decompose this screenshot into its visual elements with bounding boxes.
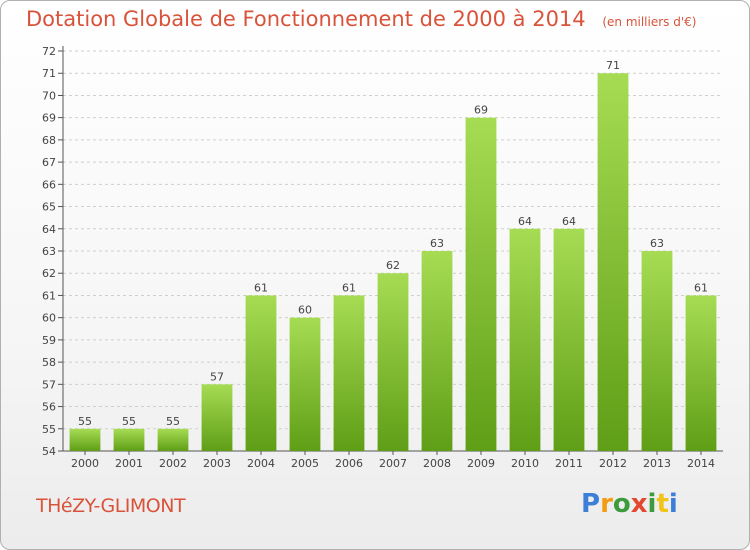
y-tick-label: 70 xyxy=(42,89,56,102)
bar xyxy=(553,228,585,451)
bar xyxy=(685,295,717,451)
bar-value-label: 61 xyxy=(694,281,708,294)
bar-value-label: 61 xyxy=(342,281,356,294)
x-tick-label: 2001 xyxy=(115,457,143,470)
x-tick-label: 2007 xyxy=(379,457,407,470)
chart-subtitle: (en milliers d'€) xyxy=(602,15,697,29)
x-tick-label: 2003 xyxy=(203,457,231,470)
y-tick-label: 63 xyxy=(42,245,56,258)
bar xyxy=(201,384,233,451)
bar-value-label: 64 xyxy=(518,215,532,228)
bar-value-label: 71 xyxy=(606,59,620,72)
y-tick-label: 72 xyxy=(42,45,56,58)
y-tick-label: 66 xyxy=(42,178,56,191)
y-tick-label: 59 xyxy=(42,334,56,347)
bar-value-label: 64 xyxy=(562,215,576,228)
x-tick-label: 2005 xyxy=(291,457,319,470)
bar-value-label: 55 xyxy=(78,415,92,428)
y-tick-label: 64 xyxy=(42,223,56,236)
logo-letter: o xyxy=(612,489,631,519)
x-tick-label: 2011 xyxy=(555,457,583,470)
x-tick-label: 2013 xyxy=(643,457,671,470)
bar xyxy=(641,251,673,451)
bar-value-label: 69 xyxy=(474,104,488,117)
chart-title-text: Dotation Globale de Fonctionnement de 20… xyxy=(26,7,586,31)
y-tick-label: 61 xyxy=(42,289,56,302)
bar-value-label: 55 xyxy=(166,415,180,428)
bar xyxy=(377,273,409,451)
bar xyxy=(69,428,101,451)
bar-value-label: 63 xyxy=(430,237,444,250)
x-tick-label: 2006 xyxy=(335,457,363,470)
bar xyxy=(333,295,365,451)
bar-value-label: 61 xyxy=(254,281,268,294)
logo-letter: r xyxy=(600,489,613,519)
y-tick-label: 69 xyxy=(42,112,56,125)
logo-letter: i xyxy=(668,489,678,519)
bar xyxy=(421,251,453,451)
x-tick-label: 2008 xyxy=(423,457,451,470)
y-tick-label: 71 xyxy=(42,67,56,80)
proxiti-logo: Proxiti xyxy=(581,489,678,519)
x-tick-label: 2014 xyxy=(687,457,715,470)
bar-value-label: 63 xyxy=(650,237,664,250)
x-tick-label: 2012 xyxy=(599,457,627,470)
x-tick-label: 2010 xyxy=(511,457,539,470)
logo-letter: t xyxy=(656,489,669,519)
y-tick-label: 58 xyxy=(42,356,56,369)
bar-value-label: 60 xyxy=(298,304,312,317)
bar-value-label: 62 xyxy=(386,259,400,272)
bar xyxy=(465,117,497,452)
y-tick-label: 68 xyxy=(42,134,56,147)
x-tick-label: 2002 xyxy=(159,457,187,470)
logo-letter: i xyxy=(647,489,657,519)
chart-title: Dotation Globale de Fonctionnement de 20… xyxy=(26,7,696,31)
y-tick-label: 54 xyxy=(42,445,56,458)
x-tick-label: 2000 xyxy=(71,457,99,470)
bar xyxy=(289,317,321,451)
bar xyxy=(245,295,277,451)
bar xyxy=(113,428,145,451)
bar xyxy=(509,228,541,451)
bar-value-label: 55 xyxy=(122,415,136,428)
bar xyxy=(157,428,189,451)
y-tick-label: 57 xyxy=(42,378,56,391)
x-tick-label: 2009 xyxy=(467,457,495,470)
bar xyxy=(597,73,629,451)
y-tick-label: 65 xyxy=(42,201,56,214)
y-tick-label: 60 xyxy=(42,312,56,325)
logo-letter: x xyxy=(630,489,648,519)
commune-name: THéZY-GLIMONT xyxy=(36,495,186,517)
y-tick-label: 56 xyxy=(42,401,56,414)
x-tick-label: 2004 xyxy=(247,457,275,470)
y-tick-label: 67 xyxy=(42,156,56,169)
bar-value-label: 57 xyxy=(210,370,224,383)
y-tick-label: 55 xyxy=(42,423,56,436)
y-tick-label: 62 xyxy=(42,267,56,280)
logo-letter: P xyxy=(581,489,601,519)
